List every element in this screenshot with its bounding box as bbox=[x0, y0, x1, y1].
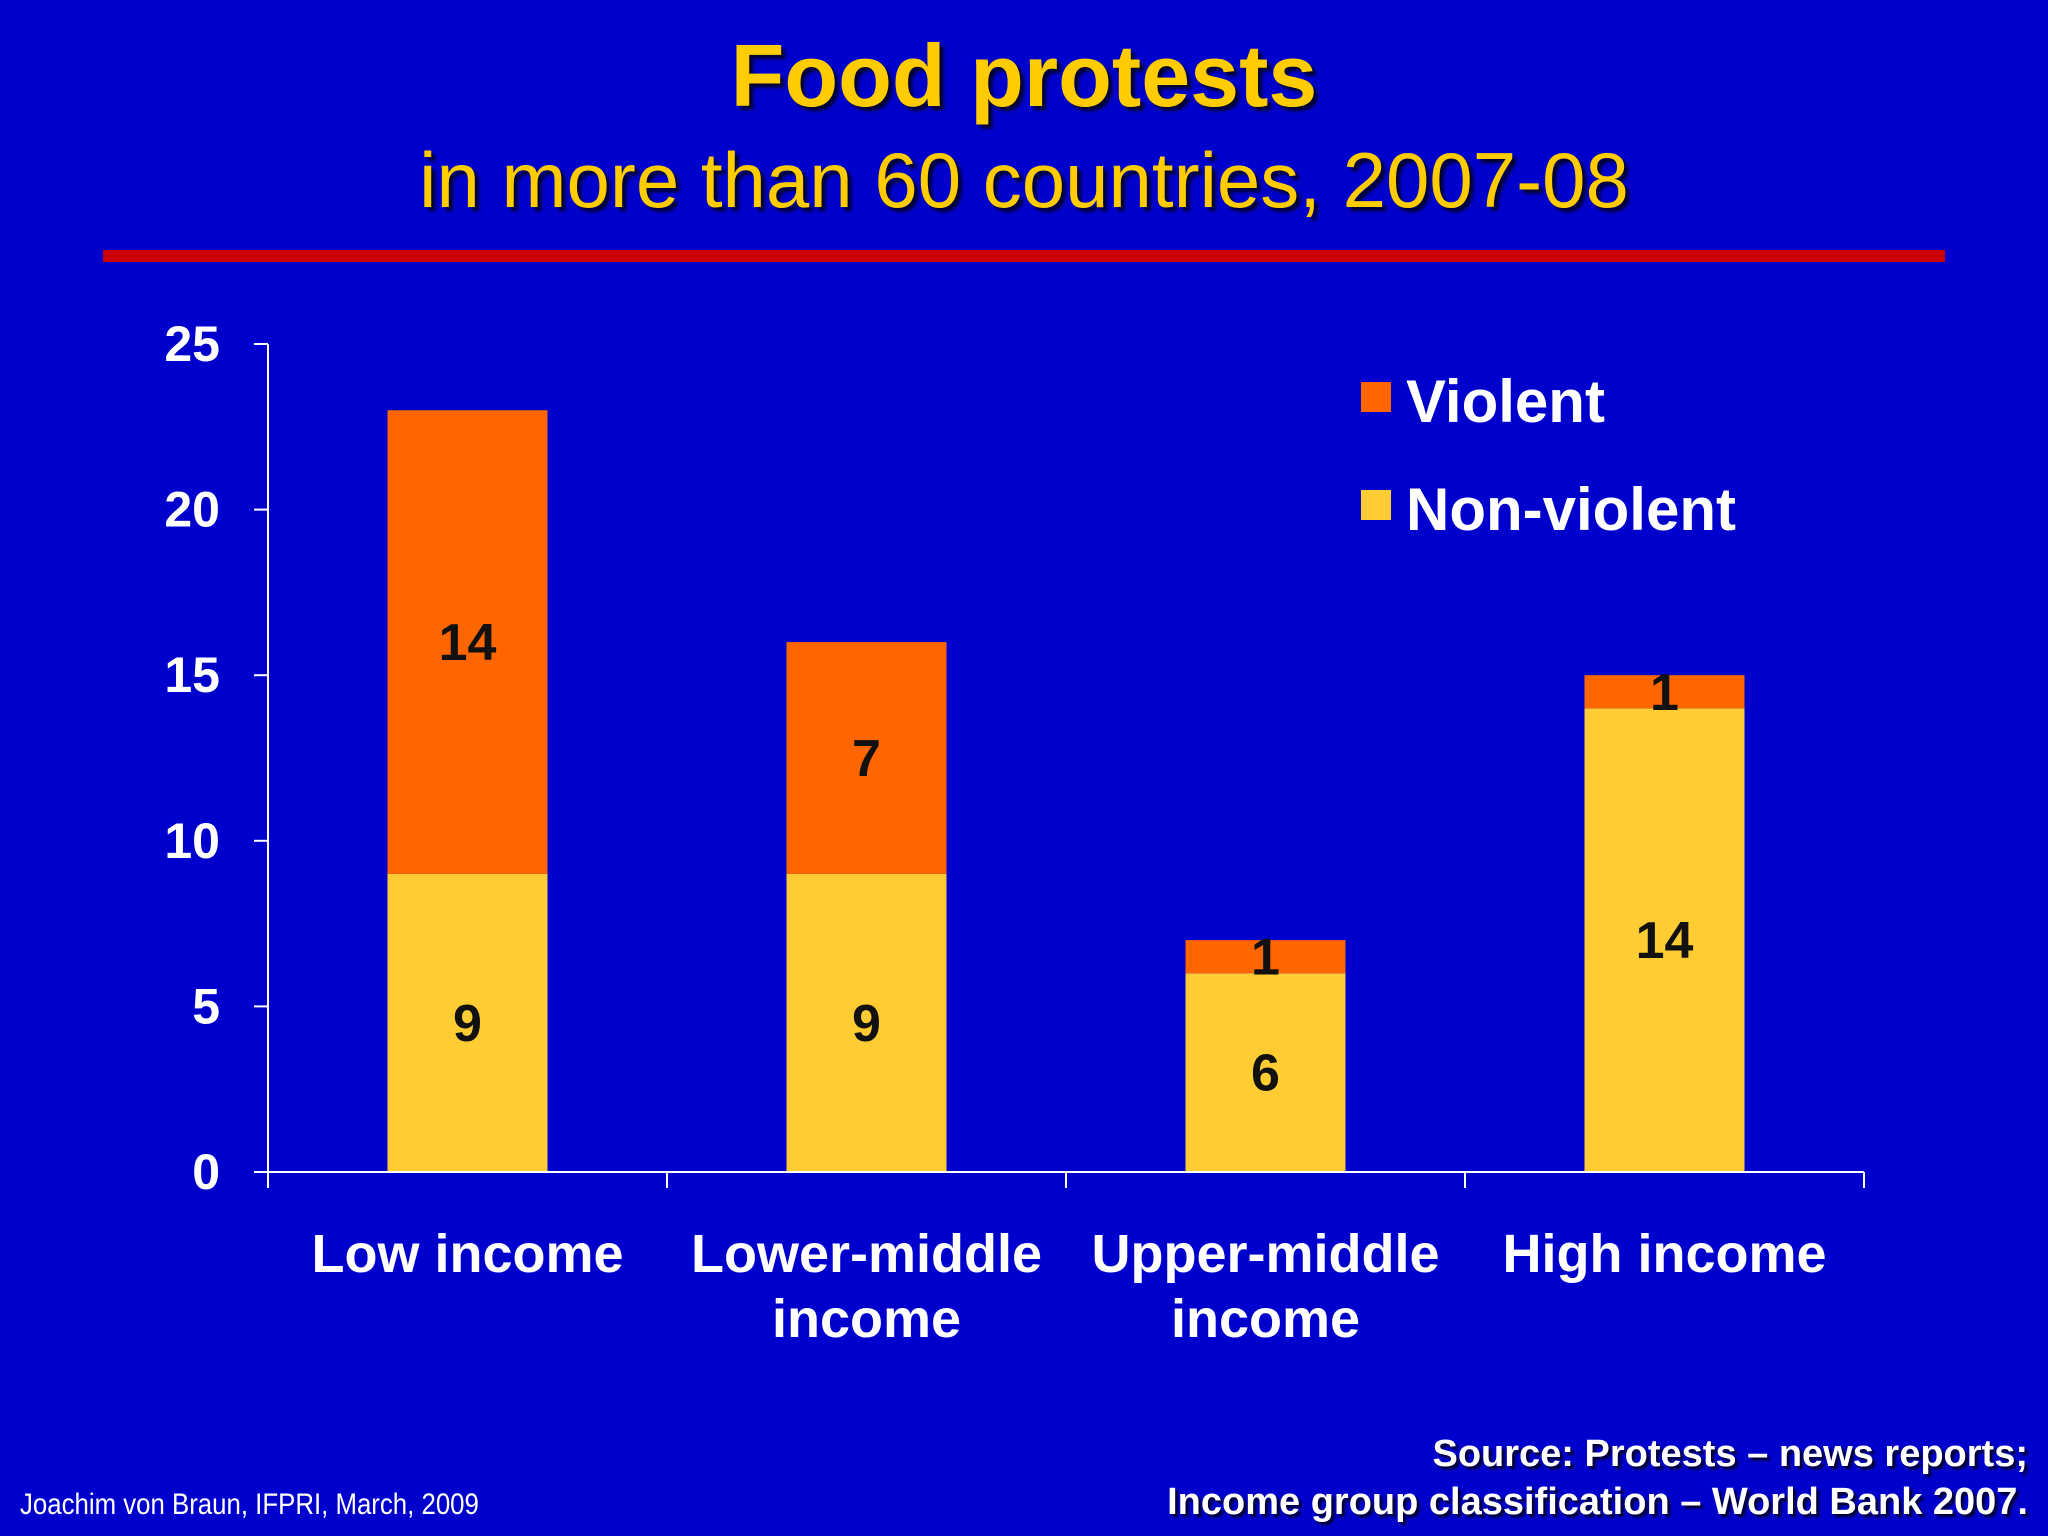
title-divider bbox=[103, 250, 1945, 262]
y-tick-label: 20 bbox=[164, 482, 220, 538]
y-tick-label: 5 bbox=[192, 978, 220, 1034]
bar-violent-3 bbox=[1584, 675, 1745, 709]
legend-swatch bbox=[1361, 490, 1391, 520]
data-label: 6 bbox=[1251, 1045, 1280, 1103]
legend-swatch bbox=[1361, 382, 1391, 412]
legend-label: Violent bbox=[1406, 368, 1605, 435]
x-category-label: income bbox=[772, 1289, 961, 1349]
data-label: 9 bbox=[453, 995, 482, 1053]
x-category-label: Upper-middle bbox=[1091, 1224, 1439, 1284]
y-tick-label: 25 bbox=[164, 316, 220, 372]
y-tick-label: 10 bbox=[164, 813, 220, 869]
data-label: 9 bbox=[852, 995, 881, 1053]
bar-non-violent-0 bbox=[387, 873, 548, 1172]
data-label: 14 bbox=[1636, 912, 1694, 970]
bar-non-violent-3 bbox=[1584, 708, 1745, 1172]
y-tick-label: 15 bbox=[164, 647, 220, 703]
x-category-label: Lower-middle bbox=[691, 1224, 1042, 1284]
bar-violent-0 bbox=[387, 410, 548, 874]
y-tick-label: 0 bbox=[192, 1144, 220, 1200]
bar-non-violent-2 bbox=[1185, 973, 1346, 1172]
data-label: 14 bbox=[439, 614, 497, 672]
slide-subtitle: in more than 60 countries, 2007-08 bbox=[419, 136, 1629, 224]
data-label: 1 bbox=[1650, 664, 1679, 722]
bar-violent-1 bbox=[786, 642, 947, 874]
x-category-label: High income bbox=[1502, 1224, 1826, 1284]
source-line-2: Income group classification – World Bank… bbox=[1167, 1481, 2028, 1523]
source-note: Source: Protests – news reports; Income … bbox=[1167, 1430, 2028, 1526]
author-note: Joachim von Braun, IFPRI, March, 2009 bbox=[20, 1488, 479, 1521]
legend-label: Non-violent bbox=[1406, 476, 1736, 543]
source-line-1: Source: Protests – news reports; bbox=[1432, 1433, 2028, 1475]
data-label: 7 bbox=[852, 730, 881, 788]
x-category-label: income bbox=[1171, 1289, 1360, 1349]
slide-title: Food protests bbox=[730, 26, 1318, 125]
x-category-label: Low income bbox=[311, 1224, 623, 1284]
bar-non-violent-1 bbox=[786, 873, 947, 1172]
bar-violent-2 bbox=[1185, 940, 1346, 974]
data-label: 1 bbox=[1251, 929, 1280, 987]
